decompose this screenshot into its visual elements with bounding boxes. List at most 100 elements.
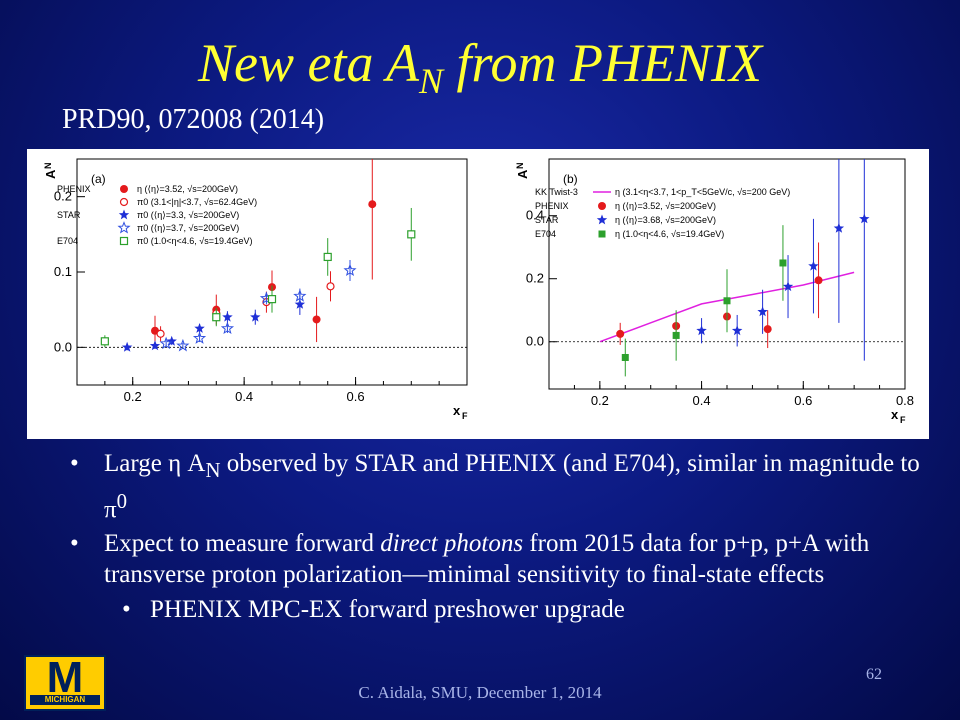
legend-marker — [119, 236, 129, 246]
data-point — [312, 315, 321, 324]
figure-panel: 0.2 0.4 0.6 0.0 0.1 0.2 x F A N (a) PHENIX η (⟨η⟩=3.… — [27, 149, 929, 439]
y-axis-label: A — [515, 169, 530, 179]
data-point — [859, 213, 870, 224]
legend-marker — [120, 185, 128, 193]
footer: C. Aidala, SMU, December 1, 2014 — [358, 683, 602, 702]
legend-curve-name: KK Twist-3 — [535, 187, 578, 197]
reference-citation: PRD90, 072008 (2014) — [62, 104, 325, 135]
y-axis-label-sub: N — [43, 163, 53, 170]
legend-entry: π0 (3.1<|η|<3.7, √s=62.4GeV) — [137, 197, 257, 207]
legend-marker — [598, 202, 606, 210]
data-point — [757, 306, 768, 317]
legend-marker — [117, 221, 131, 234]
bullet-dot: • — [70, 450, 79, 477]
data-point — [616, 329, 625, 338]
logo-text: MICHIGAN — [30, 695, 100, 705]
y-tick-label: 0.2 — [54, 189, 72, 204]
x-tick-label: 0.8 — [896, 393, 914, 408]
bullet-1-sub: N — [205, 458, 221, 482]
y-tick-label: 0.0 — [526, 334, 544, 349]
data-point — [100, 337, 109, 346]
sub-bullet: • PHENIX MPC-EX forward preshower upgrad… — [122, 594, 930, 625]
legend-marker — [118, 209, 130, 220]
y-tick-label: 0.1 — [54, 264, 72, 279]
data-point — [779, 259, 787, 267]
chart-figure: 0.2 0.4 0.60.00.10.2x FAN(a)PHENIX η (⟨η⟩=3.… — [43, 158, 914, 425]
data-point — [833, 222, 845, 233]
data-point — [782, 281, 794, 292]
data-point — [156, 329, 165, 338]
data-point — [293, 289, 307, 302]
bullet-list: • Large η AN observed by STAR and PHENIX… — [70, 448, 930, 625]
data-point — [723, 297, 731, 305]
legend-header: E704 — [535, 229, 556, 239]
bullet-2-text-b: from 2015 data for p+p, p+A with transve… — [104, 530, 870, 589]
x-tick-label: 0.6 — [347, 389, 365, 404]
data-point — [808, 260, 819, 271]
data-point — [121, 341, 133, 352]
michigan-logo: M MICHIGAN — [24, 653, 106, 711]
data-point — [194, 323, 205, 333]
panel-label: (a) — [91, 172, 106, 186]
bullet-2: • Expect to measure forward direct photo… — [70, 528, 930, 590]
bullet-dot: • — [122, 596, 131, 624]
data-point — [343, 263, 357, 277]
legend-header: E704 — [57, 236, 78, 246]
y-axis-label: A — [43, 169, 58, 179]
legend-entry: η (⟨η⟩=3.68, √s=200GeV) — [615, 215, 716, 225]
legend-entry: π0 (⟨η⟩=3.7, √s=200GeV) — [137, 223, 239, 233]
legend-entry: η (⟨η⟩=3.52, √s=200GeV) — [137, 184, 238, 194]
data-point — [166, 335, 177, 346]
x-axis-label: x — [891, 407, 899, 422]
x-tick-label: 0.6 — [794, 393, 812, 408]
legend-header: STAR — [57, 210, 81, 220]
data-point — [323, 252, 332, 262]
data-point — [407, 230, 416, 239]
legend-entry: η (1.0<η<4.6, √s=19.4GeV) — [615, 229, 724, 239]
x-axis-label-sub: F — [900, 415, 906, 425]
legend-entry: η (⟨η⟩=3.52, √s=200GeV) — [615, 201, 716, 211]
legend-marker — [596, 214, 608, 225]
data-point — [149, 340, 161, 351]
bullet-1-text-a: Large η A — [104, 450, 206, 477]
bullet-2-text-a: Expect to measure forward — [104, 530, 381, 558]
logo-letter: M — [46, 653, 84, 702]
legend-marker — [119, 197, 129, 207]
x-tick-label: 0.4 — [693, 393, 711, 408]
x-axis-label: x — [453, 403, 461, 418]
bullet-1: • Large η AN observed by STAR and PHENIX… — [70, 448, 930, 525]
x-axis-label-sub: F — [462, 411, 468, 421]
bullet-dot: • — [70, 530, 79, 558]
slide-title: New eta AN from PHENIX — [0, 32, 960, 102]
y-tick-label: 0.0 — [54, 339, 72, 354]
title-rest: from PHENIX — [443, 33, 762, 93]
legend-header: PHENIX — [57, 184, 91, 194]
data-point — [621, 353, 629, 361]
data-point — [212, 313, 221, 322]
data-point — [267, 295, 277, 304]
data-point — [159, 336, 173, 350]
data-point — [696, 325, 707, 336]
bullet-1-sup: 0 — [116, 489, 128, 513]
data-point — [672, 331, 680, 339]
data-point — [250, 311, 261, 322]
data-point — [220, 321, 235, 335]
legend-entry: π0 (⟨η⟩=3.3, √s=200GeV) — [137, 210, 239, 220]
sub-bullet-text: PHENIX MPC-EX forward preshower upgrade — [150, 596, 625, 624]
data-point — [763, 325, 772, 334]
legend-header: PHENIX — [535, 201, 569, 211]
legend-header: STAR — [535, 215, 559, 225]
legend-curve-label: η (3.1<η<3.7, 1<p_T<5GeV/c, √s=200 GeV) — [615, 187, 790, 197]
legend-entry: π0 (1.0<η<4.6, √s=19.4GeV) — [137, 236, 252, 246]
title-main: New eta A — [198, 33, 419, 93]
page-number: 62 — [866, 666, 882, 683]
data-point — [294, 298, 306, 309]
y-axis-label-sub: N — [515, 163, 525, 170]
x-tick-label: 0.2 — [124, 389, 142, 404]
panel-label: (b) — [563, 172, 578, 186]
data-point — [222, 311, 233, 322]
data-point — [368, 200, 377, 209]
data-point — [192, 331, 207, 344]
data-point — [176, 338, 190, 352]
legend-marker — [598, 230, 606, 238]
